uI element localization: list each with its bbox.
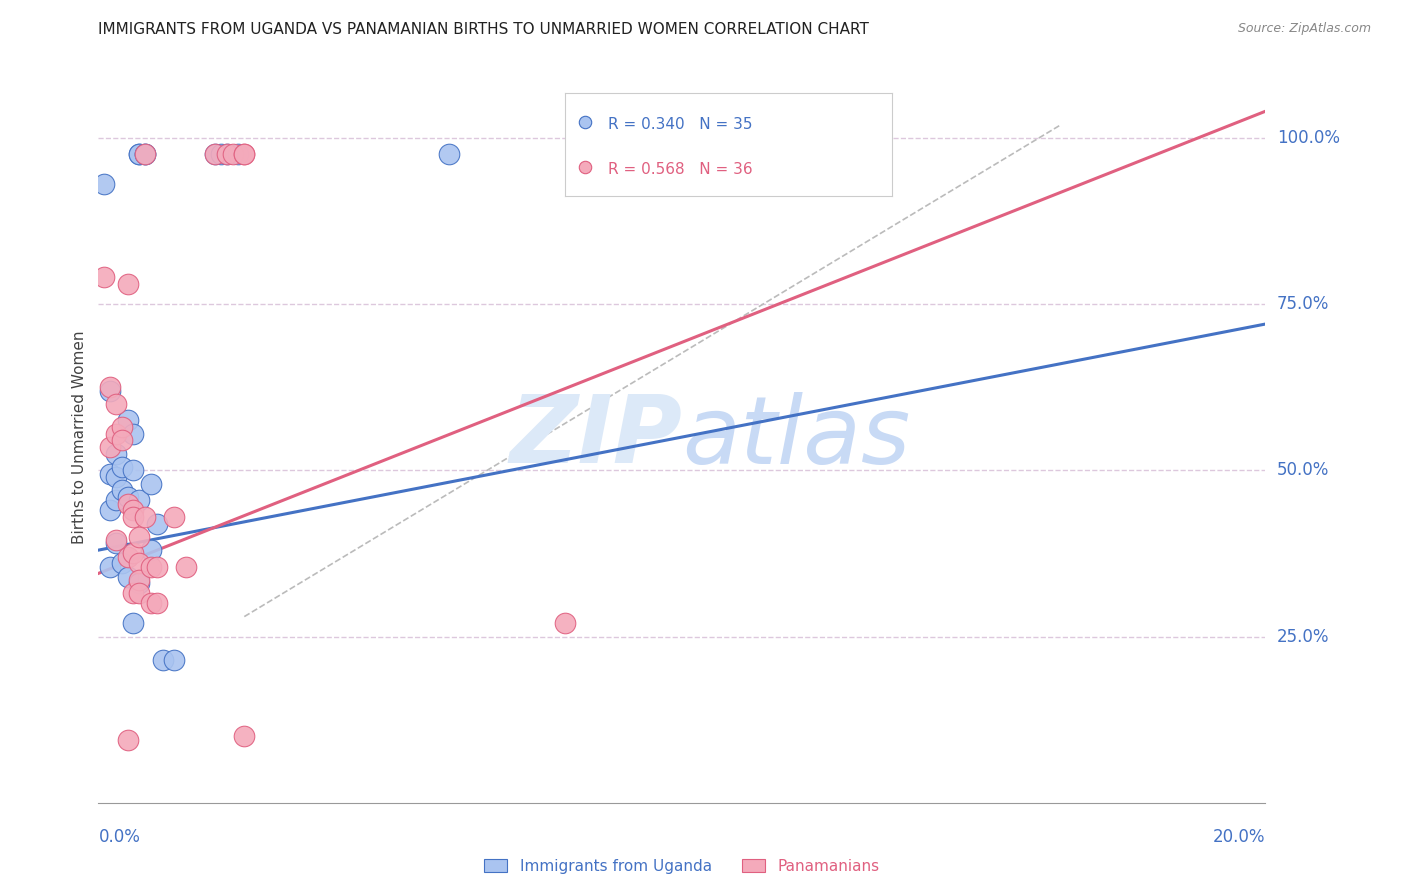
Point [139,476,162,491]
Point [215,147,238,161]
Point [111,483,134,498]
Point [139,559,162,574]
Point [122,586,145,600]
Text: 20.0%: 20.0% [1213,828,1265,846]
Point [122,546,145,560]
Text: ZIP: ZIP [509,391,682,483]
Point [117,549,139,564]
Point [146,559,169,574]
Point [117,413,139,427]
Point [146,596,169,610]
Text: 0.0%: 0.0% [98,828,141,846]
Point [122,503,145,517]
Point [221,147,243,161]
Text: atlas: atlas [682,392,910,483]
Point [163,509,186,524]
Point [128,576,150,591]
Point [93,178,115,192]
Point [233,729,256,743]
Point [98,503,121,517]
Point [111,557,134,571]
Point [117,277,139,292]
Text: 75.0%: 75.0% [1277,295,1330,313]
Point [98,380,121,394]
Text: 50.0%: 50.0% [1277,461,1330,479]
Point [128,573,150,587]
Point [128,493,150,508]
Point [139,543,162,558]
Point [728,131,751,145]
Point [104,397,127,411]
Point [104,426,127,441]
Point [117,570,139,584]
Point [117,732,139,747]
Point [104,536,127,550]
Text: 100.0%: 100.0% [1277,128,1340,147]
Point [98,559,121,574]
Point [134,147,156,161]
Point [128,530,150,544]
Point [93,270,115,285]
Point [104,493,127,508]
Point [111,434,134,448]
Point [111,420,134,434]
Point [134,147,156,161]
Point [437,147,460,161]
Point [117,497,139,511]
Point [122,426,145,441]
Point [111,460,134,475]
Legend: Immigrants from Uganda, Panamanians: Immigrants from Uganda, Panamanians [478,853,886,880]
Point [204,147,226,161]
Point [98,440,121,454]
Point [163,653,186,667]
Point [117,490,139,504]
Text: IMMIGRANTS FROM UGANDA VS PANAMANIAN BIRTHS TO UNMARRIED WOMEN CORRELATION CHART: IMMIGRANTS FROM UGANDA VS PANAMANIAN BIR… [98,22,869,37]
Point [104,470,127,484]
Point [98,384,121,398]
Point [128,147,150,161]
Point [134,509,156,524]
Point [128,586,150,600]
Point [122,616,145,631]
Point [228,147,250,161]
Point [146,516,169,531]
Y-axis label: Births to Unmarried Women: Births to Unmarried Women [72,330,87,544]
Point [128,147,150,161]
Point [98,467,121,481]
Point [204,147,226,161]
Text: Source: ZipAtlas.com: Source: ZipAtlas.com [1237,22,1371,36]
Point [104,533,127,548]
Point [233,147,256,161]
Point [152,653,174,667]
Point [554,616,576,631]
Point [122,509,145,524]
Point [215,147,238,161]
Point [139,596,162,610]
Point [233,147,256,161]
Point [728,147,751,161]
Point [209,147,232,161]
Point [174,559,197,574]
Point [122,463,145,477]
Point [104,447,127,461]
Point [134,147,156,161]
Text: 25.0%: 25.0% [1277,628,1330,646]
Point [128,557,150,571]
